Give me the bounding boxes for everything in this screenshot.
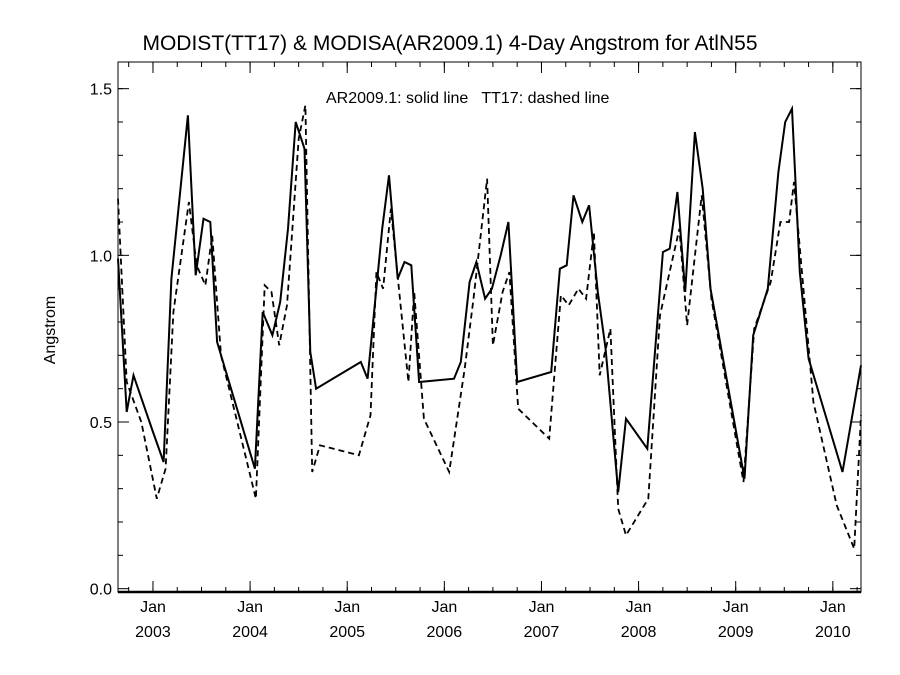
y-tick-label: 1.5 — [90, 82, 112, 99]
x-tick-month-label: Jan — [820, 599, 846, 616]
x-tick-year-label: 2007 — [524, 624, 560, 641]
y-tick-label: 0.0 — [90, 582, 112, 599]
x-tick-month-label: Jan — [431, 599, 457, 616]
x-tick-month-label: Jan — [237, 599, 263, 616]
y-tick-label: 1.0 — [90, 248, 112, 265]
x-tick-month-label: Jan — [723, 599, 749, 616]
x-tick-year-label: 2009 — [718, 624, 754, 641]
chart-title: MODIST(TT17) & MODISA(AR2009.1) 4-Day An… — [142, 32, 758, 55]
x-tick-year-label: 2005 — [329, 624, 365, 641]
x-tick-month-label: Jan — [334, 599, 360, 616]
x-tick-year-label: 2008 — [621, 624, 657, 641]
series-line-tt17 — [117, 105, 862, 550]
x-tick-year-label: 2010 — [815, 624, 851, 641]
x-tick-month-label: Jan — [140, 599, 166, 616]
y-tick-label: 0.5 — [90, 415, 112, 432]
x-tick-month-label: Jan — [529, 599, 555, 616]
x-tick-year-label: 2006 — [427, 624, 463, 641]
plot-frame — [117, 61, 862, 593]
x-tick-year-label: 2003 — [135, 624, 171, 641]
x-tick-month-label: Jan — [626, 599, 652, 616]
series-line-ar2009-1 — [117, 104, 862, 493]
series-annotation: AR2009.1: solid line TT17: dashed line — [326, 90, 610, 107]
x-tick-year-label: 2004 — [232, 624, 268, 641]
